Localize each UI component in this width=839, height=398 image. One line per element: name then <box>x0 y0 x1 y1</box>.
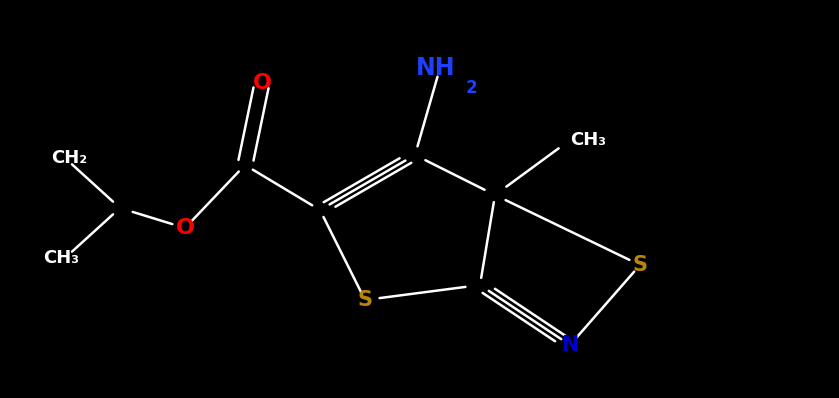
Text: CH₃: CH₃ <box>570 131 606 149</box>
Text: N: N <box>561 335 579 355</box>
Text: NH: NH <box>416 56 456 80</box>
Text: S: S <box>357 290 373 310</box>
Text: 2: 2 <box>466 79 477 97</box>
Text: CH₂: CH₂ <box>51 149 87 167</box>
Text: S: S <box>633 255 648 275</box>
Text: O: O <box>253 73 272 93</box>
Text: CH₃: CH₃ <box>43 249 79 267</box>
Text: O: O <box>175 218 195 238</box>
